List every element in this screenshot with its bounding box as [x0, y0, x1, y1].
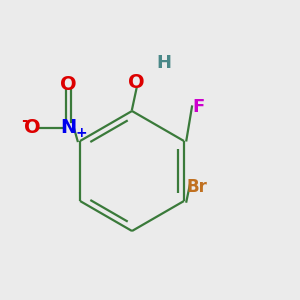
- Text: H: H: [156, 54, 171, 72]
- Text: O: O: [60, 74, 77, 94]
- Text: F: F: [192, 98, 204, 116]
- Text: O: O: [24, 118, 41, 137]
- Text: +: +: [75, 127, 87, 140]
- Text: Br: Br: [187, 178, 208, 196]
- Text: -: -: [21, 112, 28, 128]
- Text: N: N: [60, 118, 76, 137]
- Text: O: O: [128, 73, 145, 92]
